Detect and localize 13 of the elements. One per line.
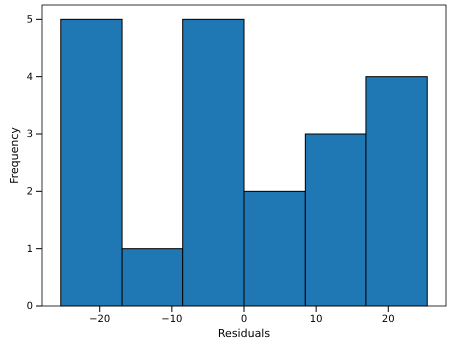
y-tick-label: 1 — [26, 244, 33, 255]
y-tick-label: 0 — [26, 301, 33, 312]
x-tick-label: 10 — [310, 314, 323, 326]
y-tick-label: 3 — [26, 129, 33, 140]
x-axis-title: Residuals — [218, 327, 270, 340]
y-tick-label: 2 — [26, 186, 33, 198]
x-tick-label: −10 — [161, 314, 182, 326]
y-axis-title: Frequency — [8, 126, 21, 184]
x-tick-label: 0 — [240, 314, 248, 326]
y-tick-label: 4 — [26, 72, 33, 83]
y-tick-label: 5 — [26, 14, 33, 26]
x-tick-label: −20 — [89, 314, 110, 326]
x-tick-label: 20 — [382, 314, 395, 326]
